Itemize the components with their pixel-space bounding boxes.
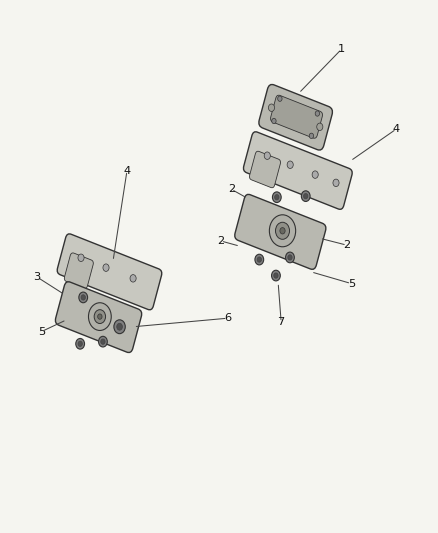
Circle shape [272, 118, 276, 124]
Circle shape [257, 257, 261, 262]
Text: 5: 5 [38, 327, 45, 336]
Circle shape [280, 228, 285, 234]
Bar [306, 234, 321, 256]
Text: 6: 6 [224, 313, 231, 323]
FancyBboxPatch shape [55, 282, 142, 352]
Circle shape [278, 96, 282, 101]
Circle shape [81, 295, 85, 300]
Circle shape [272, 270, 280, 281]
Circle shape [98, 314, 102, 319]
Circle shape [114, 320, 125, 334]
FancyBboxPatch shape [244, 132, 352, 209]
Circle shape [288, 255, 292, 260]
Text: 2: 2 [217, 236, 224, 246]
Text: 3: 3 [34, 272, 41, 282]
FancyBboxPatch shape [259, 84, 332, 150]
Circle shape [268, 104, 275, 111]
Circle shape [269, 215, 296, 247]
Circle shape [117, 323, 123, 330]
Circle shape [275, 195, 279, 200]
Circle shape [287, 161, 293, 168]
Circle shape [272, 192, 281, 203]
Text: 5: 5 [348, 279, 355, 288]
Circle shape [130, 274, 136, 282]
Circle shape [333, 179, 339, 187]
Text: 1: 1 [338, 44, 345, 54]
FancyBboxPatch shape [235, 195, 326, 269]
FancyBboxPatch shape [249, 151, 281, 188]
Circle shape [312, 171, 318, 179]
Circle shape [264, 152, 270, 159]
Text: 2: 2 [228, 184, 235, 194]
Circle shape [274, 273, 278, 278]
Circle shape [309, 133, 314, 139]
FancyBboxPatch shape [271, 95, 322, 138]
Circle shape [94, 310, 106, 324]
Circle shape [286, 252, 294, 263]
Text: 2: 2 [343, 240, 350, 250]
Text: 7: 7 [278, 318, 285, 327]
Text: 4: 4 [124, 166, 131, 175]
Circle shape [99, 336, 107, 347]
Circle shape [276, 222, 290, 239]
Circle shape [301, 191, 310, 201]
Circle shape [79, 292, 88, 303]
Bar [122, 319, 135, 339]
Circle shape [88, 303, 111, 330]
Bar [62, 295, 75, 315]
Circle shape [78, 254, 84, 262]
FancyBboxPatch shape [57, 234, 162, 310]
Circle shape [101, 339, 105, 344]
Circle shape [317, 123, 323, 131]
Circle shape [315, 111, 320, 116]
Text: 4: 4 [393, 124, 400, 134]
Circle shape [304, 193, 308, 199]
Bar [240, 208, 254, 230]
Circle shape [76, 338, 85, 349]
Circle shape [255, 254, 264, 265]
Circle shape [103, 264, 109, 271]
Circle shape [78, 341, 82, 346]
FancyBboxPatch shape [64, 253, 93, 288]
